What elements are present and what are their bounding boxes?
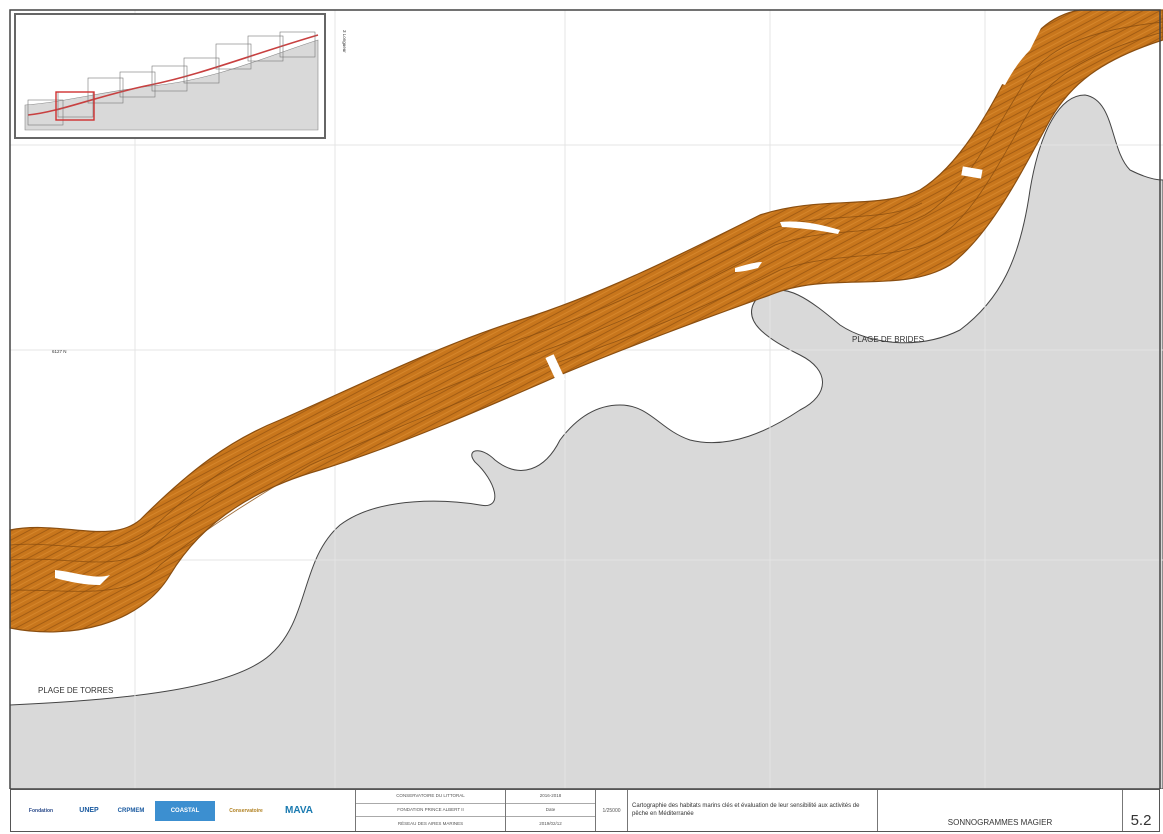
overview-inset[interactable] [14, 13, 326, 139]
grid-label-left: 6127 N [52, 349, 67, 354]
map-grid [10, 10, 1163, 789]
partners-cell: CONSERVATOIRE DU LITTORAL FONDATION PRIN… [356, 790, 506, 831]
logo-mava: MAVA [285, 805, 313, 816]
map-frame [9, 9, 1161, 789]
label-plage-torres: PLAGE DE TORRES [38, 686, 113, 695]
date-value-1: 2016-2018 [506, 790, 595, 804]
title-block: Fondation UNEP CRPMEM COASTAL Conservato… [10, 789, 1160, 832]
partner-1: CONSERVATOIRE DU LITTORAL [356, 790, 505, 804]
logo-conservatoire: Conservatoire [229, 807, 263, 814]
label-plage-brides: PLAGE DE BRIDES [852, 335, 924, 344]
logo-crpmem: CRPMEM [117, 807, 145, 814]
scale-cell: 1/25000 [596, 790, 628, 831]
inset-current-sheet [55, 91, 95, 121]
map-title: SONNOGRAMMES MAGIER [947, 818, 1053, 827]
logo-coastal: COASTAL [155, 800, 215, 821]
map-title-cell: SONNOGRAMMES MAGIER [878, 790, 1123, 831]
date-cell: 2016-2018 Date 2019/02/12 [506, 790, 596, 831]
project-title: Cartographie des habitats marins clés et… [632, 803, 860, 817]
sheet-number: 5.2 [1130, 812, 1152, 829]
map-canvas[interactable]: PLAGE DE TORRES PLAGE DE BRIDES 6127 N 3… [0, 0, 1163, 789]
grid-label-top: 3 Longueur [342, 30, 347, 53]
logo-strip: Fondation UNEP CRPMEM COASTAL Conservato… [11, 790, 356, 831]
sonar-swath[interactable] [9, 9, 1163, 633]
partner-2: FONDATION PRINCE ALBERT II [356, 804, 505, 818]
partner-3: RÉSEAU DES AIRES MARINES [397, 820, 464, 826]
scale-value: 1/25000 [602, 807, 621, 814]
sheet-number-cell: 5.2 [1123, 790, 1159, 831]
date-label: Date [506, 804, 595, 818]
logo-unep: UNEP [79, 807, 99, 814]
land-area [9, 94, 1163, 789]
logo-fondation: Fondation [28, 807, 54, 814]
project-title-cell: Cartographie des habitats marins clés et… [628, 790, 878, 831]
date-value-2: 2019/02/12 [539, 820, 562, 826]
